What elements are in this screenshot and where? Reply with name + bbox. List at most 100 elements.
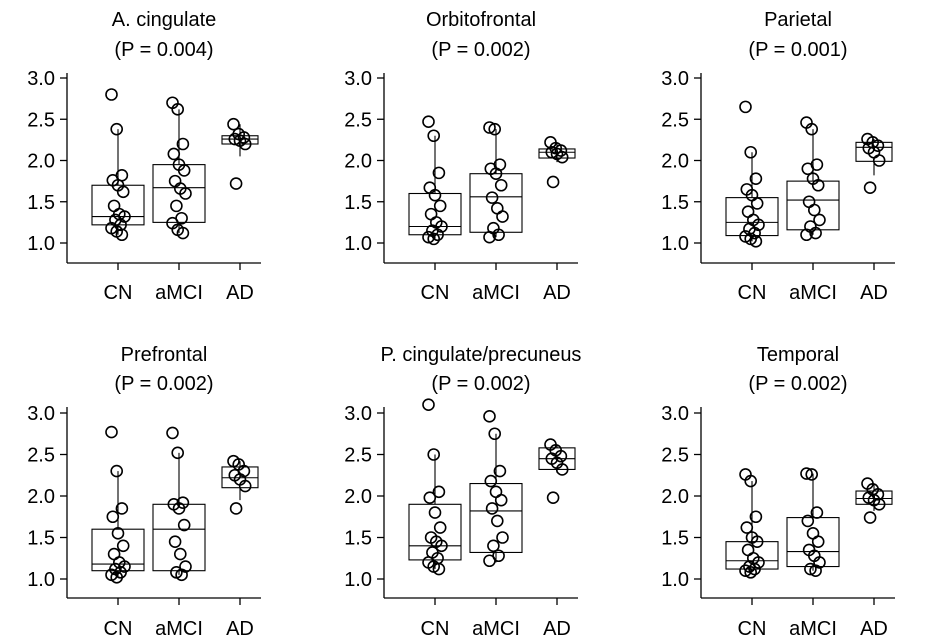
panel-p-value: (P = 0.004) — [114, 39, 213, 61]
x-tick-label: CN — [421, 282, 450, 304]
y-tick-label: 1.0 — [661, 569, 689, 591]
data-point — [485, 502, 499, 515]
panel-title: Prefrontal — [121, 344, 208, 366]
x-tick-label: aMCI — [789, 282, 837, 304]
x-tick-label: CN — [104, 618, 133, 640]
panel-p-value: (P = 0.002) — [431, 39, 530, 61]
data-point — [555, 463, 569, 476]
data-point — [422, 398, 435, 412]
data-point — [802, 195, 816, 209]
data-point — [171, 446, 184, 460]
data-point — [813, 213, 826, 227]
chart-panel: Prefrontal (P = 0.002) 1.0 1.5 2.0 2.5 3.0 CN aM… — [27, 344, 261, 640]
data-point — [496, 210, 509, 223]
data-point — [433, 521, 447, 534]
x-tick-label: aMCI — [155, 618, 203, 640]
y-tick-label: 1.0 — [344, 233, 372, 255]
y-tick-label: 3.0 — [661, 68, 689, 90]
panel-title: Temporal — [757, 344, 839, 366]
data-point — [484, 474, 498, 488]
data-point — [810, 506, 824, 519]
data-point — [171, 103, 184, 116]
box — [408, 503, 462, 561]
data-point — [492, 228, 505, 242]
y-tick-label: 2.0 — [27, 151, 55, 173]
data-point — [801, 514, 815, 528]
data-point — [807, 203, 821, 217]
data-point — [546, 491, 560, 504]
data-point — [811, 535, 825, 548]
data-point — [229, 177, 243, 190]
y-tick-label: 1.5 — [661, 528, 689, 550]
box — [91, 528, 145, 572]
data-point — [238, 479, 252, 493]
y-tick-label: 2.0 — [661, 151, 689, 173]
data-point — [116, 185, 130, 199]
x-tick-label: CN — [421, 618, 450, 640]
data-point — [744, 474, 758, 488]
data-point — [805, 122, 819, 136]
y-tick-label: 1.0 — [661, 233, 689, 255]
chart-panel: Parietal (P = 0.001) 1.0 1.5 2.0 2.5 3.0 CN aMCI… — [661, 9, 895, 304]
y-tick-label: 2.5 — [27, 109, 55, 131]
data-point — [174, 547, 187, 561]
panel-p-value: (P = 0.001) — [748, 39, 847, 61]
data-point — [554, 449, 568, 463]
data-point — [490, 202, 504, 215]
y-tick-label: 2.5 — [27, 445, 55, 467]
data-point — [546, 175, 560, 189]
y-tick-label: 2.0 — [27, 486, 55, 508]
data-point — [739, 100, 752, 114]
x-tick-label: AD — [860, 282, 888, 304]
data-point — [105, 88, 118, 101]
y-tick-label: 1.5 — [344, 192, 372, 214]
data-point — [809, 564, 822, 578]
data-point — [804, 562, 817, 576]
data-point — [431, 228, 444, 242]
data-point — [490, 514, 504, 528]
data-point — [422, 115, 435, 129]
data-point — [554, 144, 568, 157]
data-point — [489, 167, 503, 180]
data-point — [871, 139, 885, 152]
data-point — [863, 181, 877, 195]
data-point — [106, 510, 120, 524]
data-point — [555, 150, 569, 164]
data-point — [744, 145, 758, 159]
data-point — [483, 554, 496, 568]
data-point — [801, 162, 815, 176]
data-point — [229, 502, 243, 515]
data-point — [488, 122, 502, 136]
panel-title: P. cingulate/precuneus — [381, 344, 582, 366]
y-tick-label: 3.0 — [344, 68, 372, 90]
data-point — [863, 511, 877, 524]
x-tick-label: CN — [738, 282, 767, 304]
x-tick-label: AD — [543, 618, 571, 640]
data-point — [494, 493, 508, 507]
chart-panel: Orbitofrontal (P = 0.002) 1.0 1.5 2.0 2.5 3.0 C… — [344, 9, 578, 304]
data-point — [435, 539, 448, 553]
data-point — [176, 137, 190, 151]
data-point — [805, 468, 819, 481]
x-tick-label: AD — [543, 282, 571, 304]
y-tick-label: 2.5 — [344, 445, 372, 467]
panel-p-value: (P = 0.002) — [114, 373, 213, 395]
data-point — [177, 164, 191, 177]
y-tick-label: 3.0 — [27, 403, 55, 425]
x-tick-label: aMCI — [472, 282, 520, 304]
x-tick-label: aMCI — [789, 618, 837, 640]
data-point — [428, 506, 442, 519]
chart-panel: A. cingulate (P = 0.004) 1.0 1.5 2.0 2.5 3.0 CN… — [27, 9, 261, 304]
data-point — [483, 121, 496, 134]
x-tick-label: AD — [860, 618, 888, 640]
y-tick-label: 1.5 — [27, 192, 55, 214]
y-tick-label: 2.5 — [661, 445, 689, 467]
data-point — [749, 172, 763, 185]
y-tick-label: 1.5 — [661, 192, 689, 214]
data-point — [493, 464, 507, 478]
data-point — [170, 199, 183, 213]
data-point — [177, 518, 191, 532]
panel-p-value: (P = 0.002) — [748, 373, 847, 395]
y-tick-label: 3.0 — [27, 68, 55, 90]
